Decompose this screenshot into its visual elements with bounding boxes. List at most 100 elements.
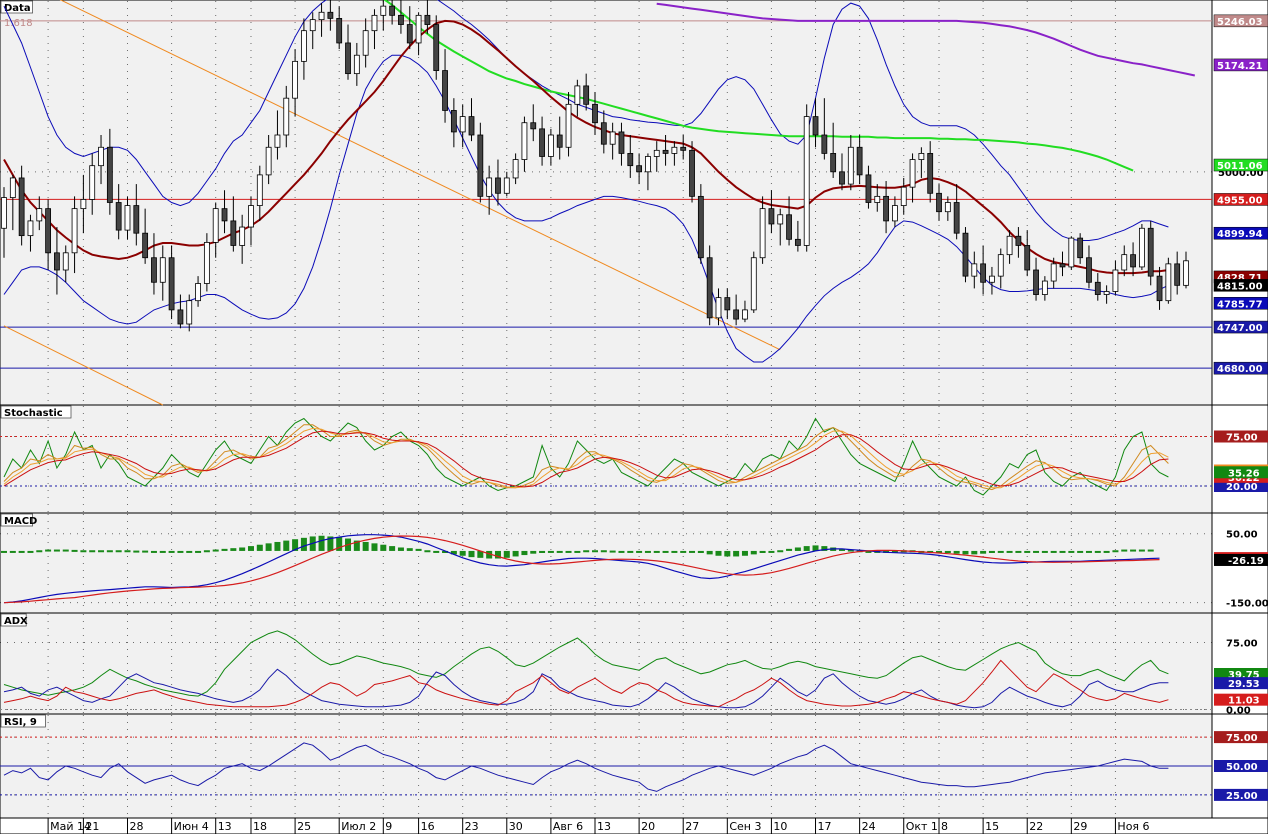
xaxis-label: 13 [218, 820, 232, 833]
candle-body [124, 205, 131, 231]
macd-hist-bar [936, 550, 943, 553]
macd-hist-bar [18, 550, 25, 553]
candle-body [389, 5, 396, 16]
candle-body [142, 232, 149, 259]
candle-body [106, 146, 113, 203]
macd-hist-bar [221, 548, 228, 551]
candle-body [971, 263, 978, 277]
macd-hist-bar [1094, 550, 1101, 553]
rsi-tick-label: 75.00 [1226, 733, 1258, 744]
candle-body [1077, 237, 1084, 259]
candle-body [556, 134, 563, 148]
level-badge [1213, 193, 1268, 206]
macd-hist-bar [203, 550, 210, 553]
stochastic-series-line [3, 424, 1169, 491]
macd-hist-bar [786, 548, 793, 551]
stochastic-tick-badge [1214, 480, 1268, 492]
level-badge-label: 4828.71 [1217, 273, 1263, 284]
candle-body [1130, 254, 1136, 268]
macd-hist-bar [53, 549, 60, 552]
price-title: Data [4, 3, 31, 14]
macd-hist-bar [124, 550, 131, 553]
stochastic-series-line [3, 427, 1169, 489]
rsi-series-line [3, 742, 1169, 792]
level-badge-label: 4747.00 [1217, 323, 1263, 334]
candle-body [89, 165, 96, 200]
macd-hist-bar [636, 550, 643, 553]
macd-hist-bar [609, 550, 616, 553]
candle-body [1068, 237, 1075, 268]
xaxis-label: 28 [129, 820, 143, 833]
macd-hist-bar [300, 537, 307, 551]
macd-title: MACD [4, 516, 37, 527]
macd-hist-bar [9, 550, 16, 553]
xaxis-label: Июн 4 [174, 820, 209, 833]
candle-body [380, 5, 387, 16]
macd-value-badge [1214, 553, 1268, 566]
macd-hist-bar [838, 548, 845, 551]
macd-hist-bar [812, 545, 819, 551]
candle-body [689, 149, 695, 197]
level-badge-label: 4785.77 [1217, 299, 1263, 310]
xaxis-label: 16 [421, 820, 435, 833]
macd-hist-bar [283, 540, 290, 551]
macd-hist-bar [212, 549, 219, 552]
rsi-title-box [0, 714, 46, 728]
macd-hist-bar [442, 550, 449, 553]
candle-body [327, 11, 334, 19]
macd-hist-bar [592, 550, 598, 553]
level-badge [1213, 58, 1268, 72]
stochastic-value-label: 35.26 [1228, 468, 1260, 479]
macd-hist-bar [318, 535, 325, 551]
candle-body [909, 159, 916, 188]
xaxis-label: 15 [985, 820, 999, 833]
macd-hist-bar [618, 550, 625, 553]
macd-hist-bar [159, 550, 166, 553]
stochastic-value-badge [1214, 466, 1268, 479]
candle-body [1165, 263, 1172, 302]
candle-body [406, 24, 413, 44]
xaxis-label: 27 [685, 820, 699, 833]
macd-hist-bar [150, 550, 157, 553]
macd-line [3, 534, 1160, 604]
macd-hist-bar [644, 550, 651, 553]
candle-body [706, 257, 713, 319]
candle-body [1138, 227, 1145, 268]
trend-line [3, 325, 163, 406]
rsi-tick-badge [1214, 760, 1268, 772]
candle-body [900, 186, 907, 206]
candle-body [62, 252, 69, 271]
macd-hist-bar [1033, 550, 1040, 553]
candle-body [1033, 269, 1039, 295]
level-badge [1213, 320, 1268, 334]
xaxis-label: Авг 6 [553, 820, 583, 833]
candle-body [168, 257, 175, 311]
macd-hist-bar [1147, 549, 1154, 552]
candle-body [803, 116, 810, 246]
candle-body [256, 174, 263, 206]
candle-body [336, 18, 343, 44]
xaxis-label: 8 [941, 820, 948, 833]
macd-hist-bar [27, 550, 34, 553]
macd-hist-bar [768, 550, 775, 553]
macd-title-box [0, 513, 34, 527]
macd-hist-bar [415, 548, 422, 551]
candle-body [653, 149, 660, 157]
adx-value-label: 29.53 [1228, 679, 1260, 690]
candle-body [794, 238, 801, 246]
candle-body [1086, 257, 1092, 283]
candle-body [1183, 260, 1189, 286]
macd-hist-bar [424, 550, 431, 553]
candle-body [318, 11, 325, 21]
candle-body [883, 195, 889, 222]
candle-body [1174, 263, 1181, 286]
macd-hist-bar [406, 548, 413, 551]
candle-body [433, 24, 440, 71]
candle-body [239, 226, 246, 246]
candle-body [248, 205, 254, 228]
candle-body [547, 134, 554, 157]
level-badge [1213, 226, 1268, 240]
macd-hist-bar [380, 544, 387, 551]
level-badge [1213, 158, 1268, 172]
